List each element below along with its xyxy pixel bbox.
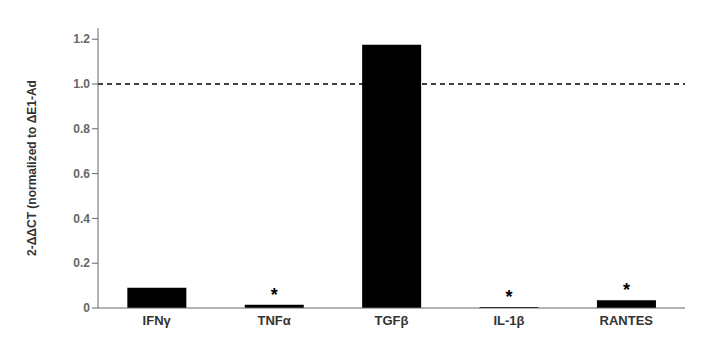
svg-text:*: *	[506, 287, 513, 307]
svg-text:TNFα: TNFα	[257, 313, 290, 328]
svg-text:1.2: 1.2	[73, 32, 90, 46]
svg-text:IFNγ: IFNγ	[143, 313, 172, 328]
svg-text:0: 0	[83, 301, 90, 315]
svg-text:*: *	[271, 285, 278, 305]
svg-text:IL-1β: IL-1β	[493, 313, 524, 328]
svg-text:0.2: 0.2	[73, 256, 90, 270]
svg-text:0.8: 0.8	[73, 122, 90, 136]
svg-text:0.6: 0.6	[73, 167, 90, 181]
svg-text:0.4: 0.4	[73, 212, 90, 226]
svg-text:1.0: 1.0	[73, 77, 90, 91]
svg-text:TGFβ: TGFβ	[375, 313, 409, 328]
svg-text:RANTES: RANTES	[600, 313, 654, 328]
svg-text:2-ΔΔCT (normalized to ΔE1-Ad: 2-ΔΔCT (normalized to ΔE1-Ad	[25, 80, 39, 256]
svg-text:*: *	[623, 280, 630, 300]
